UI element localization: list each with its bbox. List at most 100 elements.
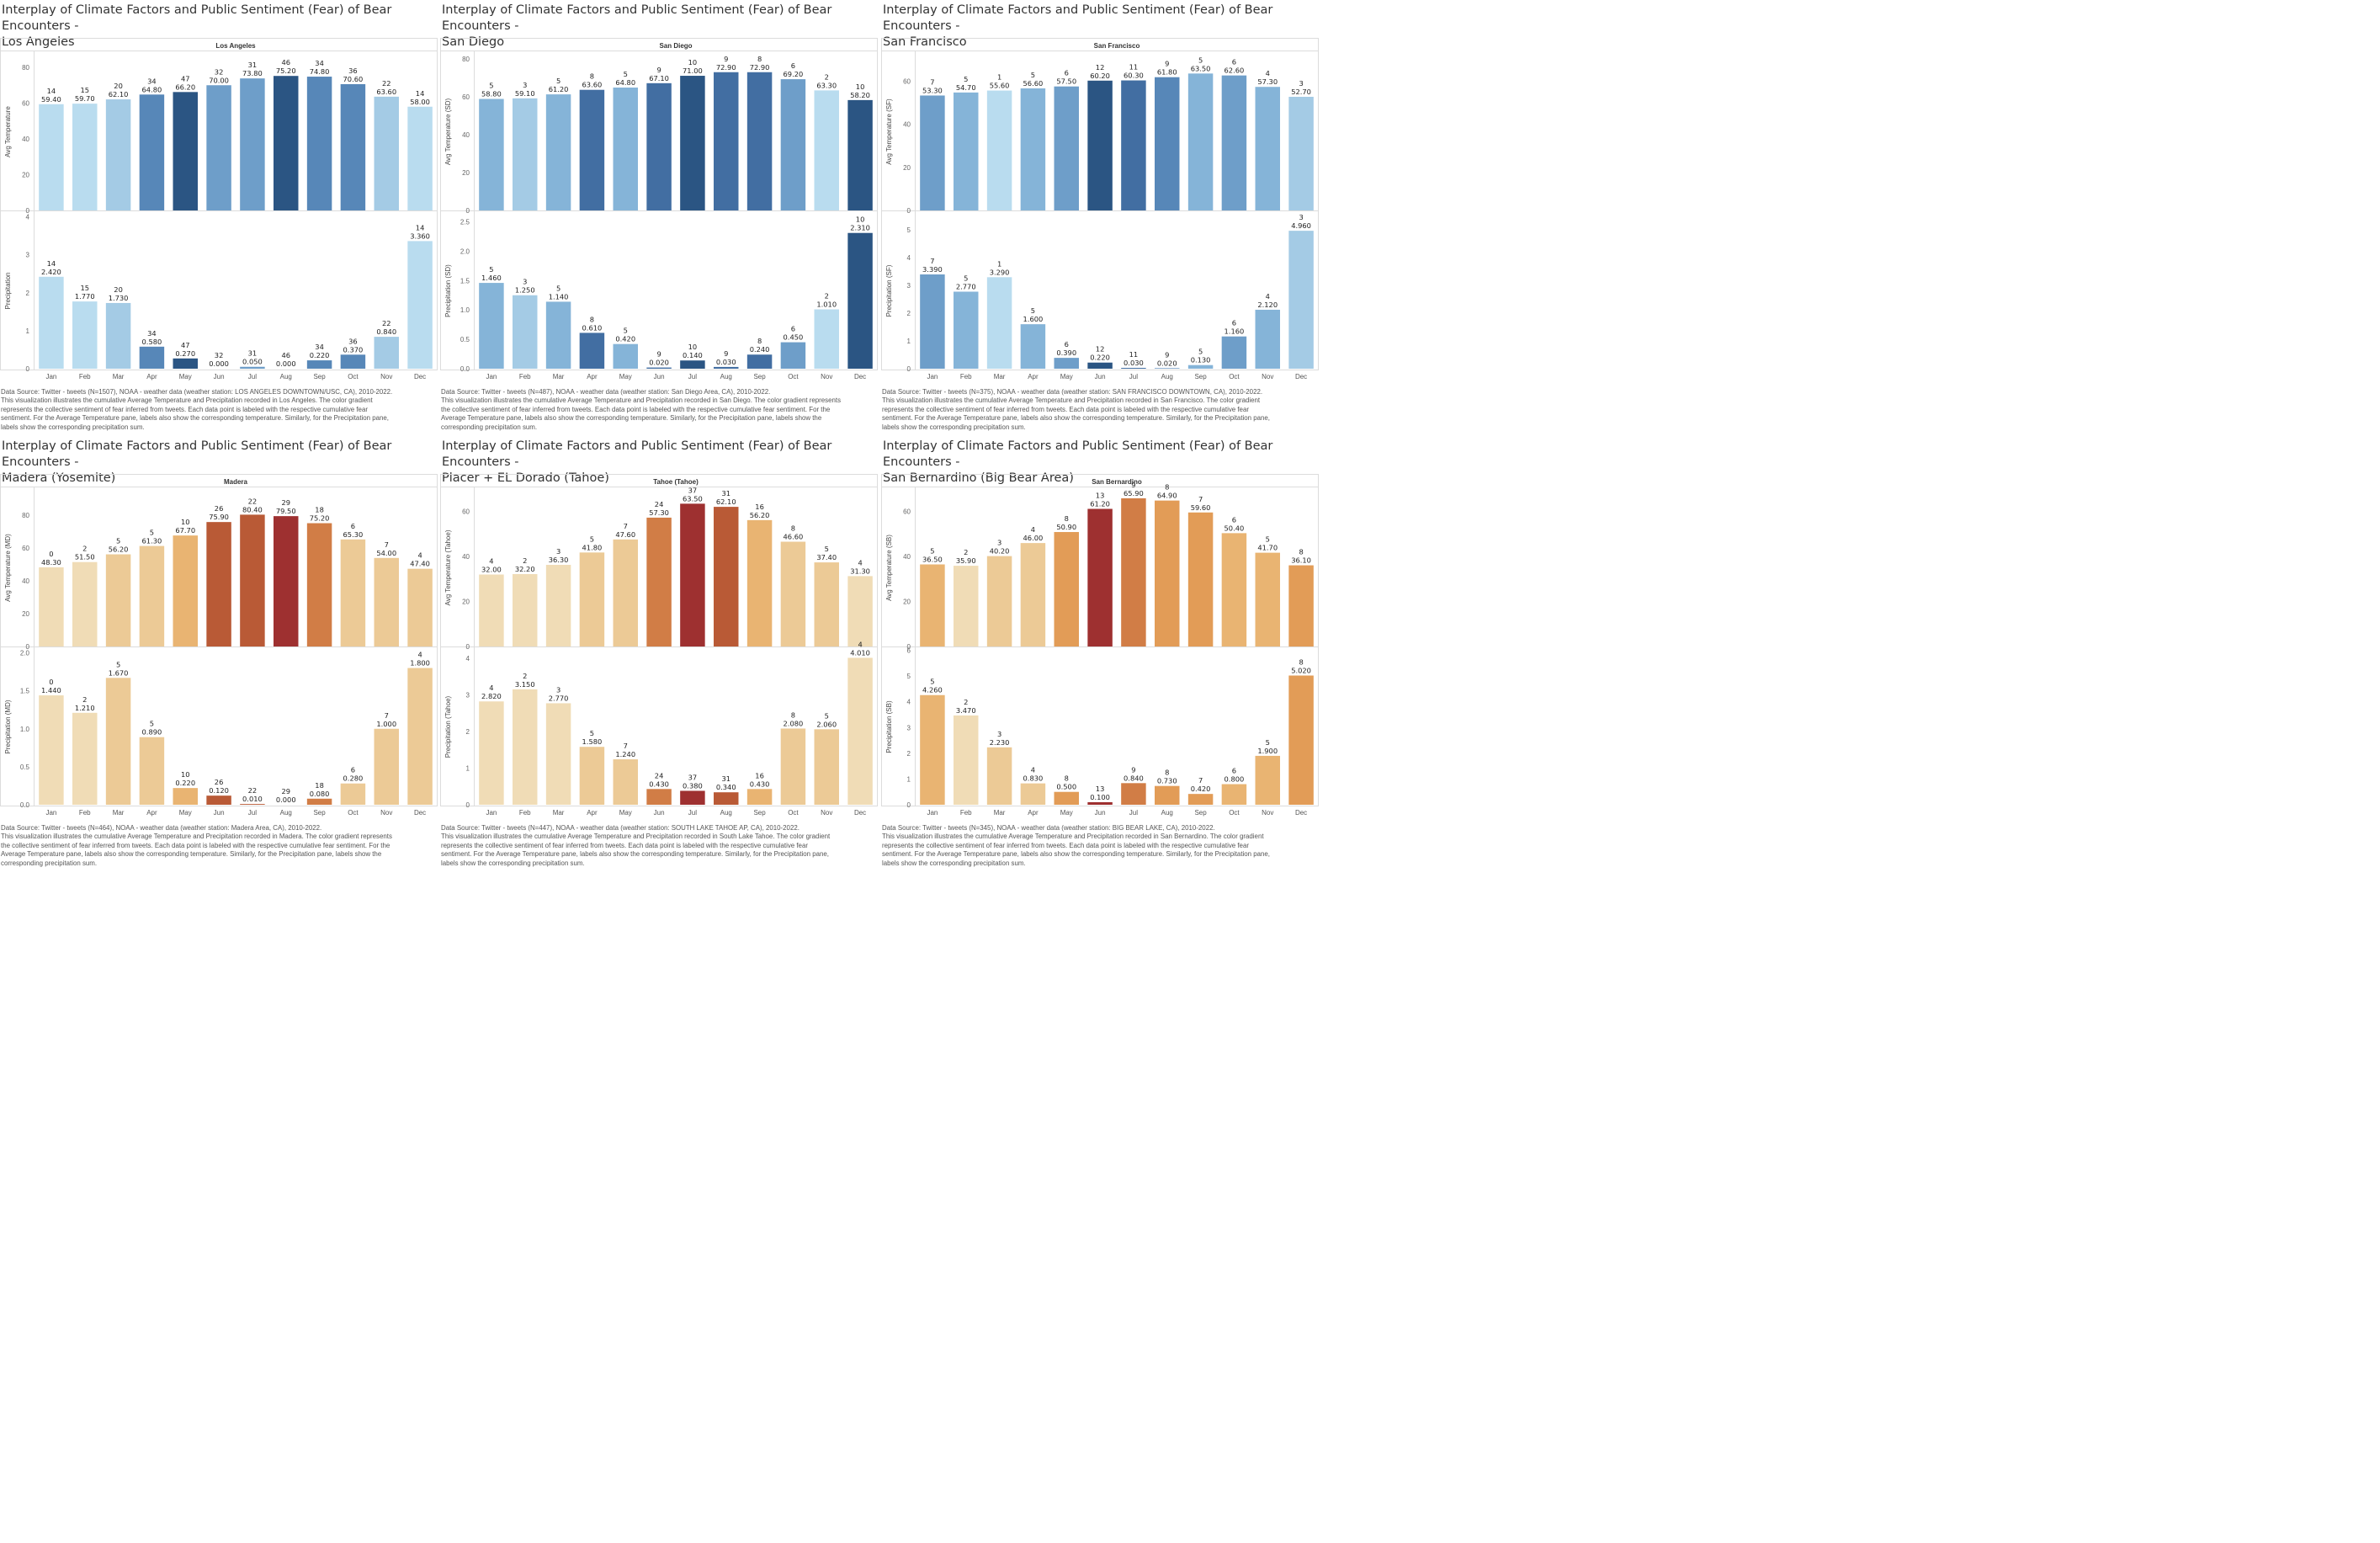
month-label: Jun <box>214 373 225 380</box>
temp-bar <box>206 85 231 210</box>
temp-bar-label-fear: 3 <box>556 547 560 556</box>
temp-bar-label-value: 56.20 <box>109 545 129 554</box>
precip-bar-label-fear: 13 <box>1096 785 1105 793</box>
month-label: Aug <box>720 373 732 380</box>
precip-bar-label-value: 3.150 <box>515 680 535 689</box>
source-line: This visualization illustrates the cumul… <box>441 396 842 405</box>
temp-axis-tick: 60 <box>462 93 470 101</box>
precip-axis-tick: 3 <box>26 252 30 259</box>
temp-bar <box>1155 77 1180 210</box>
temp-bar-label-fear: 12 <box>1096 63 1105 72</box>
precip-bar-label-fear: 29 <box>281 787 290 795</box>
precip-bar <box>173 358 198 369</box>
temp-bar-label-value: 65.30 <box>343 530 364 539</box>
temp-bar-label-fear: 34 <box>147 77 157 85</box>
precip-axis-tick: 0.0 <box>460 365 470 373</box>
precip-axis-tick: 1.5 <box>460 277 470 285</box>
temp-bar-label-fear: 31 <box>248 61 258 69</box>
precip-bar <box>986 277 1012 369</box>
precip-axis-tick: 2 <box>466 728 470 736</box>
temp-bar <box>513 573 538 646</box>
precip-bar <box>374 728 399 805</box>
temp-bar-label-fear: 2 <box>82 545 87 553</box>
temp-bar-label-fear: 9 <box>724 55 728 63</box>
temp-bar-label-value: 46.00 <box>1023 534 1044 542</box>
month-label: Nov <box>1262 373 1273 380</box>
temp-bar-label-fear: 7 <box>624 522 628 530</box>
precip-bar-label-fear: 26 <box>215 778 224 786</box>
precip-axis-tick: 1.5 <box>20 688 30 695</box>
precip-bar <box>407 668 433 805</box>
month-label: Jul <box>1129 373 1138 380</box>
temp-bar <box>680 503 705 646</box>
precip-bar-label-value: 0.120 <box>209 786 229 795</box>
source-line: corresponding precipitation sum. <box>1 859 98 867</box>
temp-bar-label-value: 52.70 <box>1291 88 1311 96</box>
month-label: Apr <box>587 373 598 380</box>
precip-bar-label-fear: 8 <box>1165 769 1169 777</box>
temp-bar-label-fear: 0 <box>49 550 53 558</box>
temp-bar-label-value: 47.60 <box>615 530 635 539</box>
temp-bar <box>407 106 433 210</box>
source-line: corresponding precipitation sum. <box>441 423 538 431</box>
temp-bar-label-value: 75.90 <box>209 513 229 521</box>
month-label: Jan <box>927 373 938 380</box>
precip-bar <box>1121 783 1146 805</box>
temp-axis-tick: 0 <box>466 207 470 215</box>
precip-bar-label-value: 2.770 <box>549 694 569 702</box>
temp-bar <box>814 90 839 210</box>
precip-bar <box>780 728 806 805</box>
month-label: Dec <box>1295 373 1307 380</box>
precip-bar-label-fear: 47 <box>181 341 190 349</box>
temp-bar-label-value: 58.80 <box>481 90 502 98</box>
temp-bar <box>545 94 571 210</box>
precip-axis-tick: 1 <box>907 775 911 783</box>
temp-bar-label-value: 79.50 <box>276 507 296 515</box>
precip-bar <box>513 295 538 369</box>
temp-bar <box>1255 552 1280 646</box>
precip-bar-label-fear: 5 <box>556 284 560 292</box>
temp-bar-label-fear: 8 <box>1299 548 1303 556</box>
precip-bar-label-value: 0.830 <box>1023 774 1044 783</box>
temp-bar-label-fear: 5 <box>1198 56 1203 64</box>
temp-bar-label-value: 57.30 <box>649 508 669 517</box>
temp-bar <box>1155 500 1180 646</box>
temp-bar-label-value: 57.30 <box>1257 77 1278 86</box>
precip-bar-label-value: 2.060 <box>816 720 837 728</box>
temp-bar <box>1288 565 1314 646</box>
source-line: represents the collective sentiment of f… <box>441 841 808 849</box>
precip-bar-label-value: 1.440 <box>41 686 61 694</box>
temp-bar-label-value: 64.90 <box>1157 492 1177 500</box>
pane-title: Madera <box>224 478 248 486</box>
temp-bar <box>579 552 605 646</box>
precip-bar-label-fear: 5 <box>1031 306 1035 315</box>
temp-bar <box>646 517 672 646</box>
temp-bar-label-fear: 6 <box>1232 515 1236 524</box>
temp-bar-label-fear: 47 <box>181 74 190 82</box>
precip-bar-label-fear: 10 <box>181 770 190 779</box>
temp-bar-label-fear: 5 <box>1266 535 1270 544</box>
precip-bar <box>407 241 433 369</box>
temp-bar-label-fear: 5 <box>930 546 934 555</box>
temp-axis-tick: 60 <box>22 545 29 552</box>
precip-bar <box>72 712 98 805</box>
temp-bar-label-fear: 22 <box>382 79 391 88</box>
precip-bar <box>780 342 806 369</box>
temp-bar-label-fear: 22 <box>248 497 258 505</box>
temp-bar <box>746 72 773 210</box>
chart-frame <box>881 474 1319 806</box>
temp-axis-tick: 60 <box>903 508 911 516</box>
temp-bar-label-fear: 5 <box>556 77 560 85</box>
temp-bar <box>479 98 504 210</box>
dashboard-los-angeles: Interplay of Climate Factors and Public … <box>0 0 438 431</box>
temp-bar-label-value: 36.50 <box>922 555 943 563</box>
month-label: May <box>619 809 632 817</box>
precip-bar <box>680 790 705 805</box>
precip-axis-label: Precipitation (SF) <box>885 264 893 317</box>
temp-bar <box>173 535 198 646</box>
temp-bar-label-fear: 4 <box>858 558 862 567</box>
temp-bar <box>1255 87 1280 210</box>
month-label: Feb <box>960 373 972 380</box>
precip-bar-label-value: 2.310 <box>850 224 870 232</box>
